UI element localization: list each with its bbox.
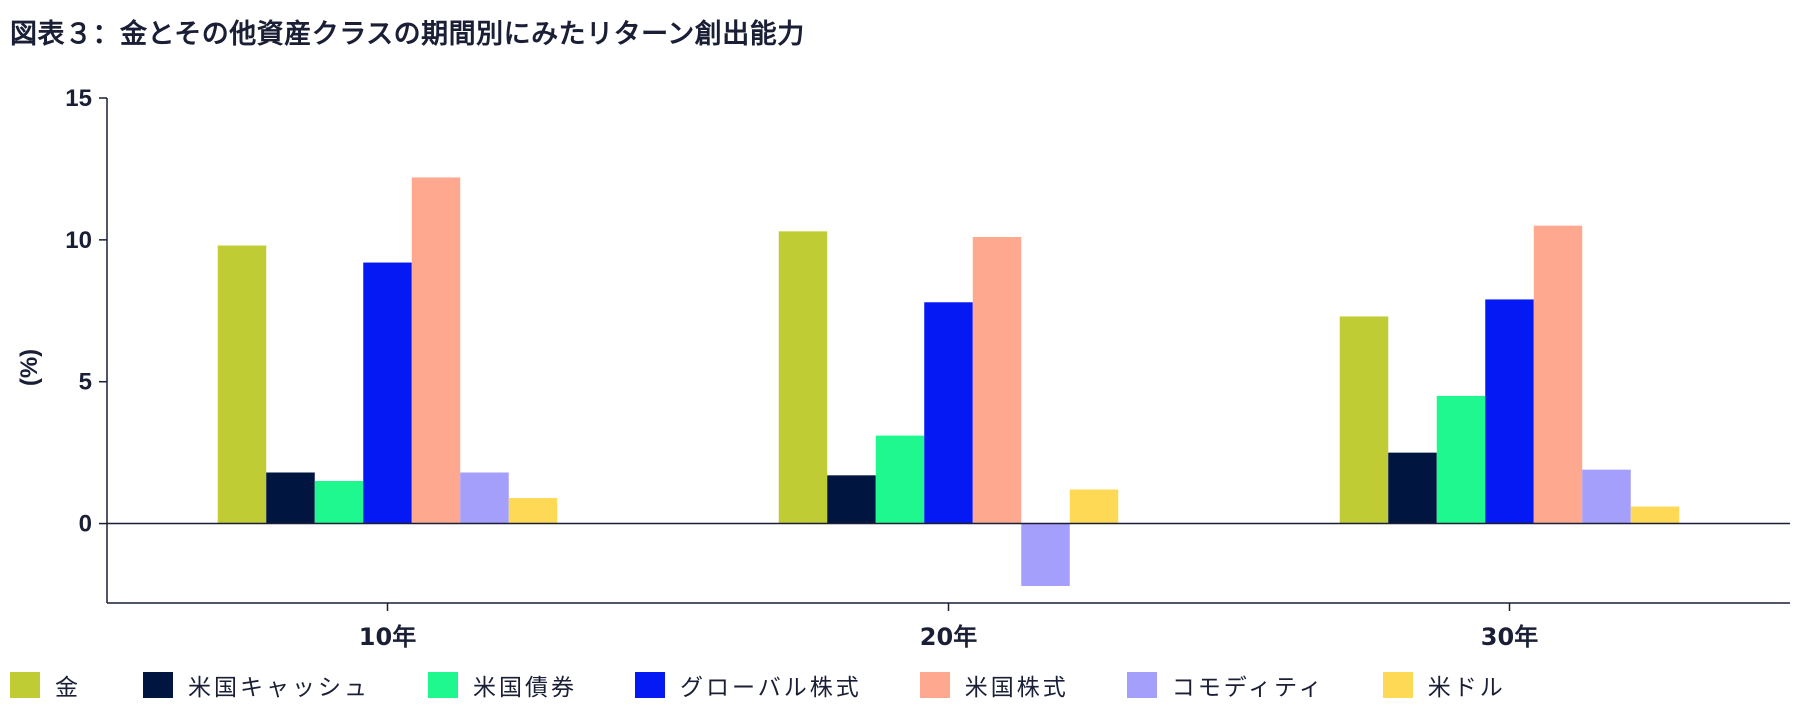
- bar: [217, 245, 267, 524]
- bar: [1388, 452, 1437, 524]
- legend-swatch: [1382, 672, 1413, 698]
- legend-item: コモディティ: [1126, 668, 1325, 702]
- chart-title: 図表３：金とその他資産クラスの期間別にみたリターン創出能力: [10, 19, 805, 50]
- x-tick-label: 20年: [920, 623, 977, 651]
- legend-item: 米国株式: [919, 668, 1069, 702]
- bar: [1630, 506, 1680, 524]
- legend-swatch: [1126, 672, 1157, 698]
- legend-item: グローバル株式: [635, 668, 862, 702]
- bar: [314, 481, 364, 524]
- bar: [508, 498, 558, 524]
- legend-swatch: [635, 672, 665, 698]
- bar: [1582, 469, 1631, 524]
- y-tick-label: 15: [65, 85, 92, 112]
- bar: [460, 472, 509, 524]
- y-tick-label: 10: [65, 227, 92, 254]
- legend-label: コモディティ: [1171, 675, 1325, 701]
- legend-label: グローバル株式: [680, 675, 862, 701]
- legend-item: 米国キャッシュ: [143, 668, 370, 702]
- bar: [266, 472, 315, 524]
- legend-item: 米国債券: [428, 668, 577, 702]
- bar: [1069, 489, 1119, 524]
- bar: [972, 237, 1022, 524]
- x-tick-label: 30年: [1481, 623, 1538, 651]
- bar: [1339, 316, 1389, 524]
- bar: [1533, 225, 1583, 524]
- bar: [411, 177, 461, 524]
- bar: [778, 231, 828, 524]
- legend-label: 米国債券: [473, 675, 577, 701]
- legend-swatch: [428, 672, 458, 698]
- legend-label: 金: [55, 675, 81, 701]
- legend-label: 米ドル: [1427, 675, 1506, 701]
- legend-item: 金: [10, 668, 81, 702]
- bar: [827, 475, 876, 524]
- chart-legend: 金 米国キャッシュ 米国債券 グローバル株式 米国株式 コモディティ 米ドル: [10, 668, 1506, 702]
- bar: [1485, 299, 1534, 524]
- legend-swatch: [919, 672, 950, 698]
- y-tick-label: 0: [79, 511, 92, 538]
- legend-swatch: [10, 672, 40, 698]
- legend-label: 米国株式: [964, 675, 1069, 701]
- legend-swatch: [143, 672, 173, 698]
- bar: [875, 435, 925, 524]
- y-axis-label: (%): [16, 349, 43, 386]
- bar: [924, 302, 973, 524]
- y-tick-label: 5: [79, 369, 92, 396]
- bar: [363, 262, 412, 524]
- legend-item: 米ドル: [1382, 668, 1506, 702]
- x-tick-label: 10年: [359, 623, 416, 651]
- bar: [1436, 395, 1486, 524]
- bar: [1021, 523, 1070, 586]
- legend-label: 米国キャッシュ: [188, 675, 370, 701]
